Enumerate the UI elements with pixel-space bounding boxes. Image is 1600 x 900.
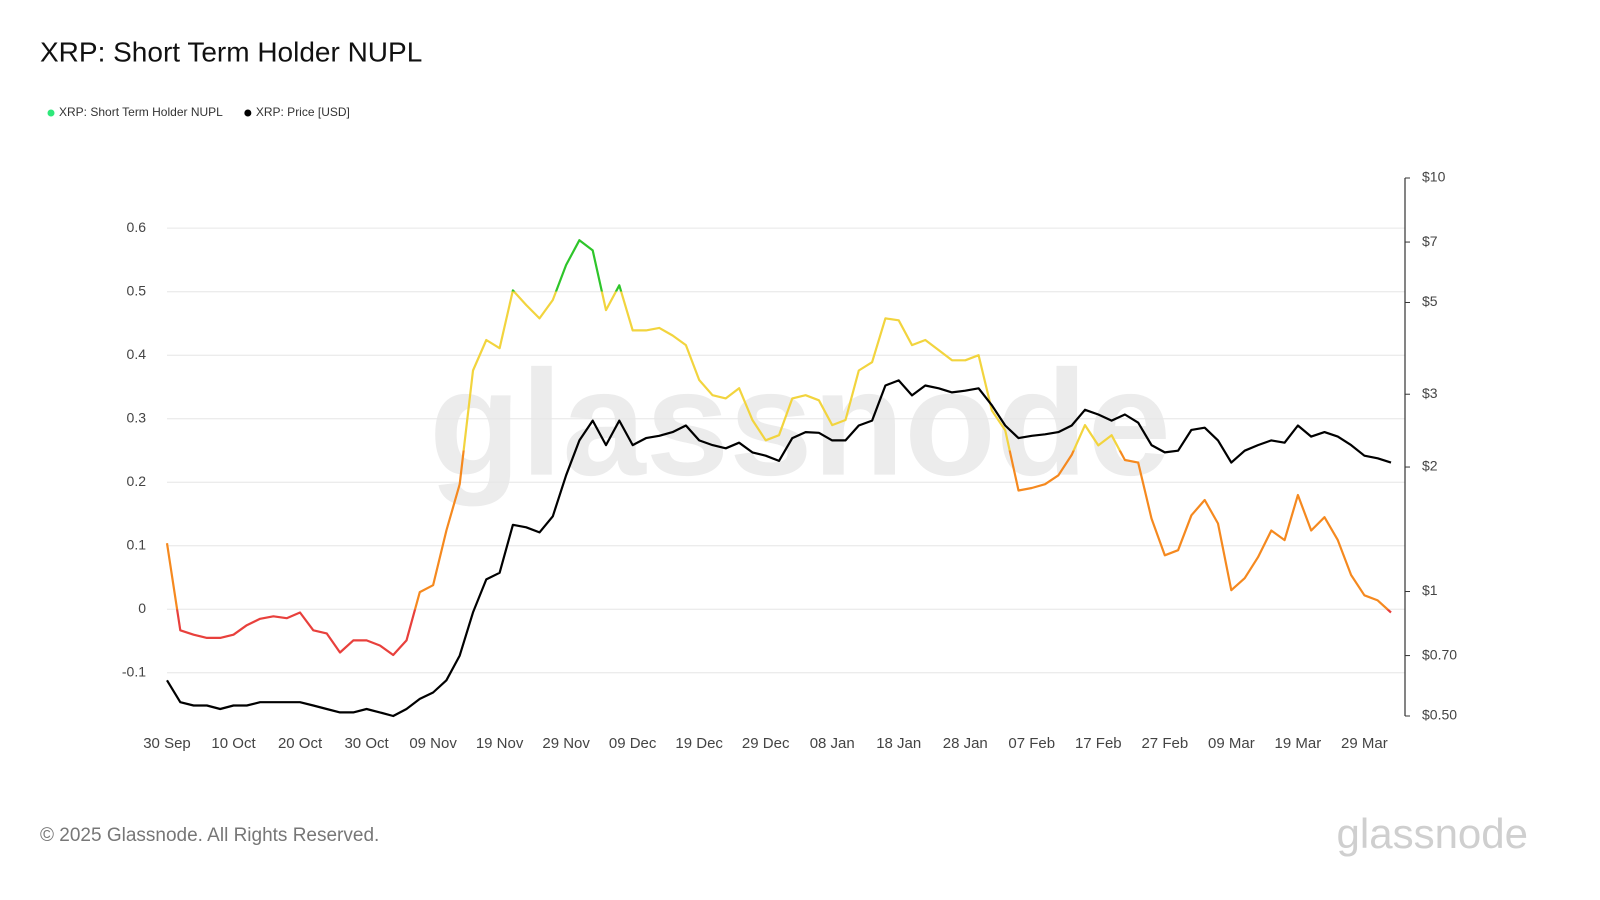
logo: glassnode xyxy=(1337,810,1528,857)
y-tick-label: 0.6 xyxy=(127,219,147,235)
y2-tick-label: $0.50 xyxy=(1422,707,1457,723)
y2-tick-label: $10 xyxy=(1422,169,1446,185)
series-line xyxy=(166,379,1392,718)
legend-label: XRP: Short Term Holder NUPL xyxy=(59,105,223,119)
y2-tick-label: $2 xyxy=(1422,458,1438,474)
y2-tick-label: $3 xyxy=(1422,385,1438,401)
x-tick-label: 09 Dec xyxy=(609,735,657,752)
x-tick-label: 29 Nov xyxy=(542,735,590,752)
y2-tick-label: $5 xyxy=(1422,293,1438,309)
y2-tick-label: $1 xyxy=(1422,582,1438,598)
y-tick-label: 0.3 xyxy=(127,409,147,425)
series-line xyxy=(165,239,1392,657)
x-tick-label: 20 Oct xyxy=(278,735,323,752)
chart-title: XRP: Short Term Holder NUPL xyxy=(40,36,422,67)
legend-marker xyxy=(244,109,252,117)
y-tick-label: -0.1 xyxy=(122,664,146,680)
y2-tick-label: $7 xyxy=(1422,233,1438,249)
x-tick-label: 19 Dec xyxy=(675,735,723,752)
legend-marker xyxy=(47,109,55,117)
y-tick-label: 0.5 xyxy=(127,282,147,298)
y-tick-label: 0.2 xyxy=(127,473,147,489)
x-tick-label: 17 Feb xyxy=(1075,735,1122,752)
y-tick-label: 0.1 xyxy=(127,536,147,552)
x-tick-label: 30 Sep xyxy=(143,735,191,752)
legend-label: XRP: Price [USD] xyxy=(256,105,350,119)
x-tick-label: 19 Nov xyxy=(476,735,524,752)
x-tick-label: 09 Nov xyxy=(409,735,457,752)
x-tick-label: 10 Oct xyxy=(211,735,256,752)
y2-tick-label: $0.70 xyxy=(1422,646,1457,662)
x-tick-label: 30 Oct xyxy=(344,735,389,752)
watermark: glassnode xyxy=(429,339,1171,507)
y-tick-label: 0 xyxy=(138,600,146,616)
x-tick-label: 07 Feb xyxy=(1008,735,1055,752)
x-tick-label: 28 Jan xyxy=(943,735,988,752)
x-tick-label: 29 Mar xyxy=(1341,735,1388,752)
x-tick-label: 08 Jan xyxy=(810,735,855,752)
x-tick-label: 27 Feb xyxy=(1141,735,1188,752)
footer: © 2025 Glassnode. All Rights Reserved. xyxy=(40,825,379,846)
x-tick-label: 18 Jan xyxy=(876,735,921,752)
x-tick-label: 19 Mar xyxy=(1275,735,1322,752)
x-tick-label: 09 Mar xyxy=(1208,735,1255,752)
y-tick-label: 0.4 xyxy=(127,346,147,362)
x-tick-label: 29 Dec xyxy=(742,735,790,752)
